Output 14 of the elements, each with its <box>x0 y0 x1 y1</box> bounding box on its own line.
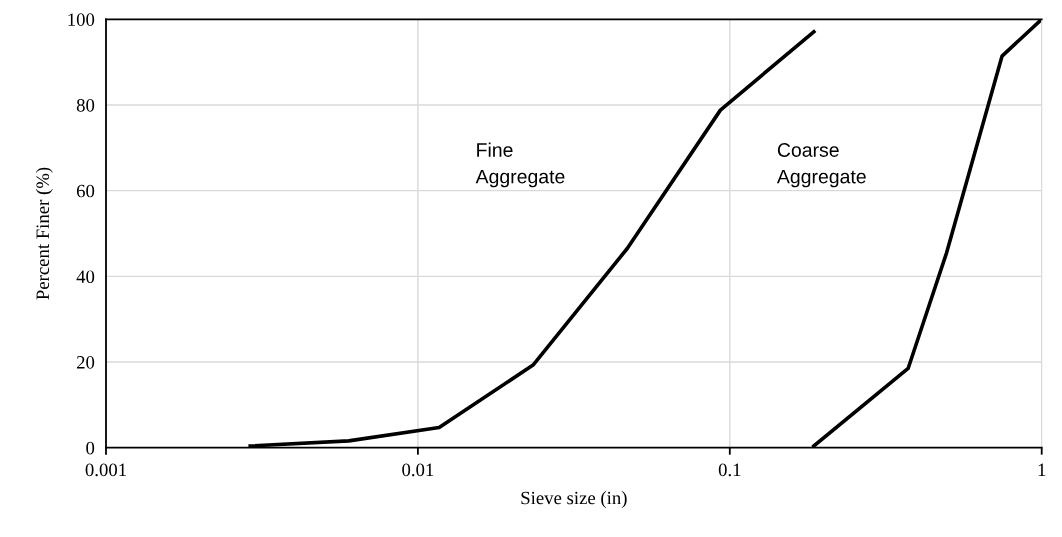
x-axis-title: Sieve size (in) <box>521 491 627 509</box>
y-tick-label: 60 <box>76 184 95 198</box>
annotation: Coarse Aggregate <box>776 143 866 188</box>
y-tick-label: 80 <box>76 99 95 112</box>
y-tick-label: 20 <box>76 356 95 369</box>
x-tick-label: 1 <box>1038 463 1046 476</box>
y-axis-title: Percent Finer (%) <box>35 167 53 300</box>
x-tick-label: 0.01 <box>402 463 434 477</box>
y-tick-label: 40 <box>76 270 95 284</box>
y-tick-label: 0 <box>86 441 95 455</box>
x-tick-label: 0.1 <box>718 463 741 477</box>
annotation: Fine Aggregate <box>475 142 565 188</box>
y-tick-label: 100 <box>68 13 95 26</box>
x-tick-label: 0.001 <box>85 463 126 477</box>
